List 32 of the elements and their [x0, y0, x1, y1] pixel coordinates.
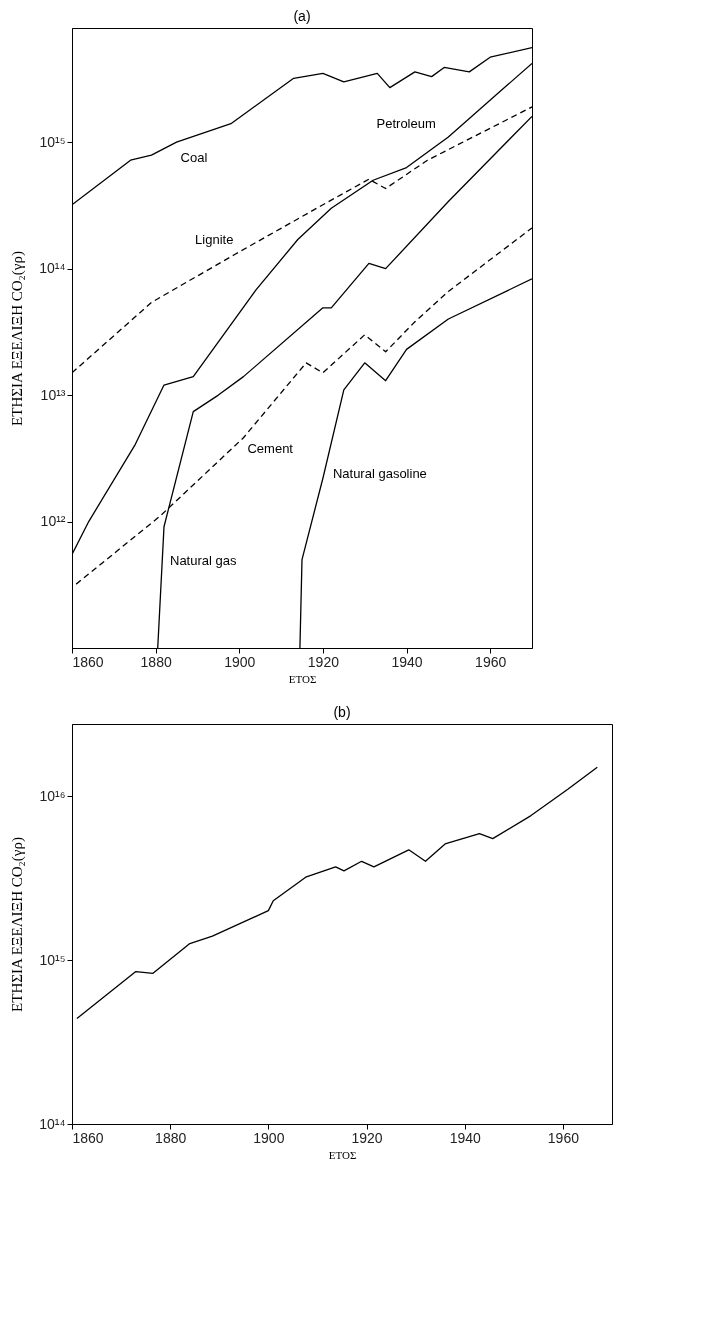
y-tick-label: 10¹⁶ — [39, 787, 66, 804]
y-tick-label: 10¹⁵ — [39, 133, 66, 150]
chart-title: (a) — [293, 8, 311, 24]
y-tick-label: 10¹⁴ — [39, 260, 66, 277]
series-label: Petroleum — [376, 115, 436, 131]
series-label: Coal — [180, 150, 208, 166]
x-tick-label: 1960 — [547, 1129, 580, 1146]
y-axis-title: ΕΤΗΣΙΑ ΕΞΕΛΙΞΗ CO₂(γρ) — [9, 251, 27, 426]
series-label: Lignite — [195, 232, 234, 248]
x-axis-title: ΕΤΟΣ — [288, 672, 317, 685]
x-axis-title: ΕΤΟΣ — [328, 1148, 357, 1161]
y-tick-label: 10¹⁵ — [39, 951, 66, 968]
series-label: Cement — [247, 440, 294, 456]
x-tick-label: 1860 — [72, 653, 104, 670]
y-axis-title: ΕΤΗΣΙΑ ΕΞΕΛΙΞΗ CO₂(γρ) — [9, 837, 27, 1012]
x-tick-label: 1940 — [449, 1129, 482, 1146]
x-tick-label: 1880 — [155, 1129, 187, 1146]
x-tick-label: 1860 — [72, 1129, 104, 1146]
x-tick-label: 1900 — [253, 1129, 285, 1146]
x-tick-label: 1960 — [475, 653, 507, 670]
x-tick-label: 1920 — [307, 653, 340, 670]
x-tick-label: 1900 — [224, 653, 256, 670]
y-tick-label: 10¹² — [40, 513, 66, 530]
series-label: Natural gasoline — [332, 466, 427, 482]
y-tick-label: 10¹⁴ — [39, 1115, 66, 1132]
chart-title: (b) — [333, 704, 351, 720]
y-tick-label: 10¹³ — [40, 386, 66, 403]
x-tick-label: 1880 — [140, 653, 172, 670]
x-tick-label: 1920 — [351, 1129, 383, 1146]
line-series — [76, 766, 598, 1020]
series-label: Natural gas — [170, 552, 237, 568]
x-tick-label: 1940 — [391, 653, 423, 670]
